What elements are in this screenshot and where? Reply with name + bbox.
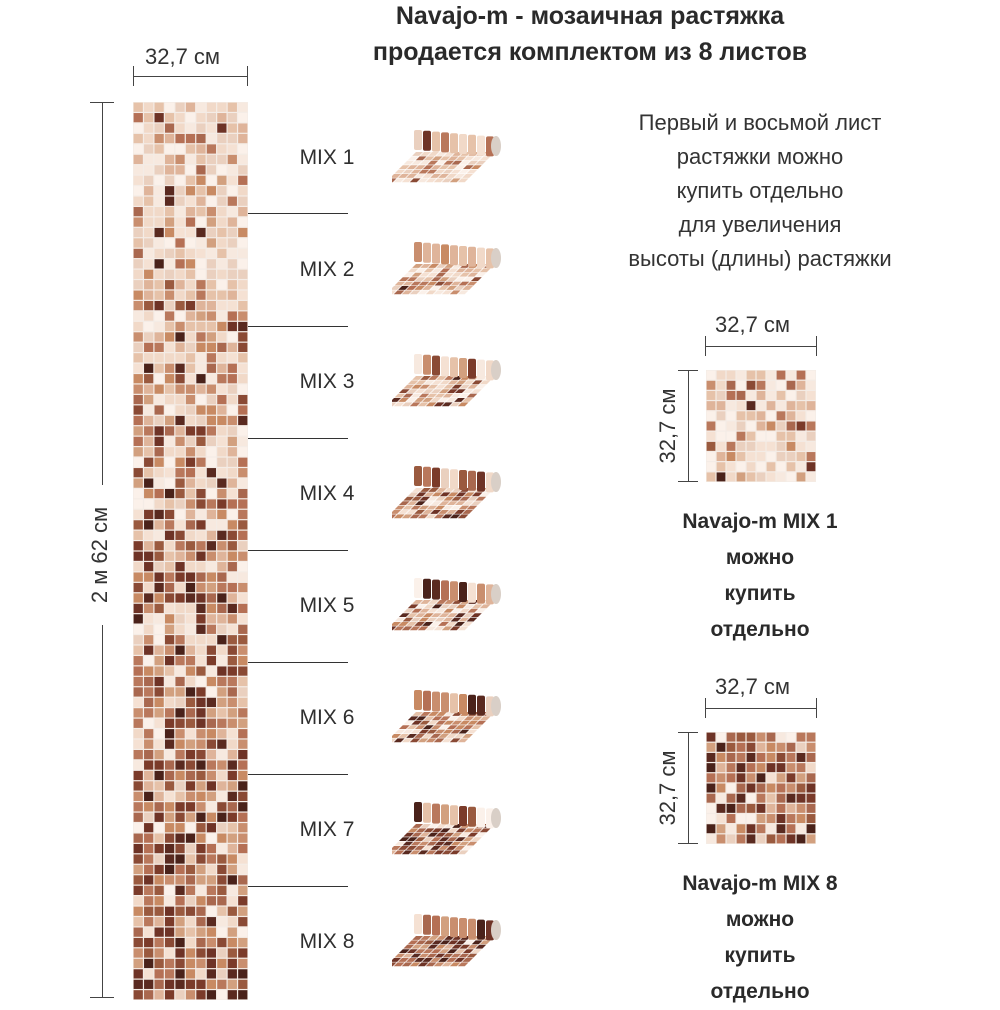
sample-1-caption: Navajo-m MIX 1 можно купить отдельно [630, 504, 890, 648]
sample-8-width-label: 32,7 см [715, 674, 791, 699]
sheet-separator [248, 662, 348, 663]
mix-2-roll-image [392, 242, 501, 295]
sheet-separator [248, 438, 348, 439]
page-title-line-2: продается комплектом из 8 листов [372, 38, 808, 66]
strip-width-dimension: 32,7 см [133, 40, 248, 90]
info-line: растяжки можно [676, 144, 844, 169]
page-title-line-1: Navajo-m - мозаичная растяжка [395, 2, 785, 30]
mix-8-roll-image [392, 914, 501, 967]
sheet-separator [248, 213, 348, 214]
sheet-separator [248, 886, 348, 887]
strip-height-dimension: 2 м 62 см [80, 102, 120, 998]
caption-line: отдельно [710, 618, 810, 641]
sample-1-tile-image [706, 370, 816, 482]
info-text: Первый и восьмой лист растяжки можно куп… [590, 106, 930, 276]
mix-6-roll-image [392, 690, 501, 743]
info-line: для увеличения [678, 212, 842, 237]
sample-1-width-label: 32,7 см [715, 312, 791, 337]
strip-height-label: 2 м 62 см [87, 485, 113, 625]
sheet-separator [248, 774, 348, 775]
info-line: Первый и восьмой лист [638, 110, 882, 135]
mix-3-label: MIX 3 [299, 370, 355, 393]
caption-line: Navajo-m MIX 8 [682, 872, 838, 895]
mix-6-label: MIX 6 [299, 706, 355, 729]
mix-4-label: MIX 4 [299, 482, 355, 505]
caption-line: можно [725, 908, 795, 931]
sample-mix-1: 32,7 см 32,7 см [640, 310, 840, 490]
mix-7-label: MIX 7 [299, 818, 355, 841]
mix-1-label: MIX 1 [299, 146, 355, 169]
mix-8-label: MIX 8 [299, 930, 355, 953]
mix-5-label: MIX 5 [299, 594, 355, 617]
mix-3-roll-image [392, 354, 501, 407]
strip-width-label: 32,7 см [145, 44, 221, 69]
mix-7-roll-image [392, 802, 501, 855]
mix-4-roll-image [392, 466, 501, 519]
caption-line: купить [724, 582, 796, 605]
sample-8-caption: Navajo-m MIX 8 можно купить отдельно [630, 866, 890, 1010]
sample-mix-8: 32,7 см 32,7 см [640, 672, 840, 852]
caption-line: купить [724, 944, 796, 967]
mix-2-label: MIX 2 [299, 258, 355, 281]
sample-8-tile-image [706, 732, 816, 844]
caption-line: отдельно [710, 980, 810, 1003]
info-line: высоты (длины) растяжки [628, 246, 892, 271]
mix-1-roll-image [392, 130, 501, 183]
caption-line: можно [725, 546, 795, 569]
info-line: купить отдельно [676, 178, 844, 203]
sheet-separator [248, 550, 348, 551]
mix-5-roll-image [392, 578, 501, 631]
sample-1-height-label: 32,7 см [655, 388, 680, 464]
sheet-separator [248, 326, 348, 327]
sample-8-height-label: 32,7 см [655, 750, 680, 826]
caption-line: Navajo-m MIX 1 [682, 510, 838, 533]
mosaic-strip [133, 102, 248, 1000]
